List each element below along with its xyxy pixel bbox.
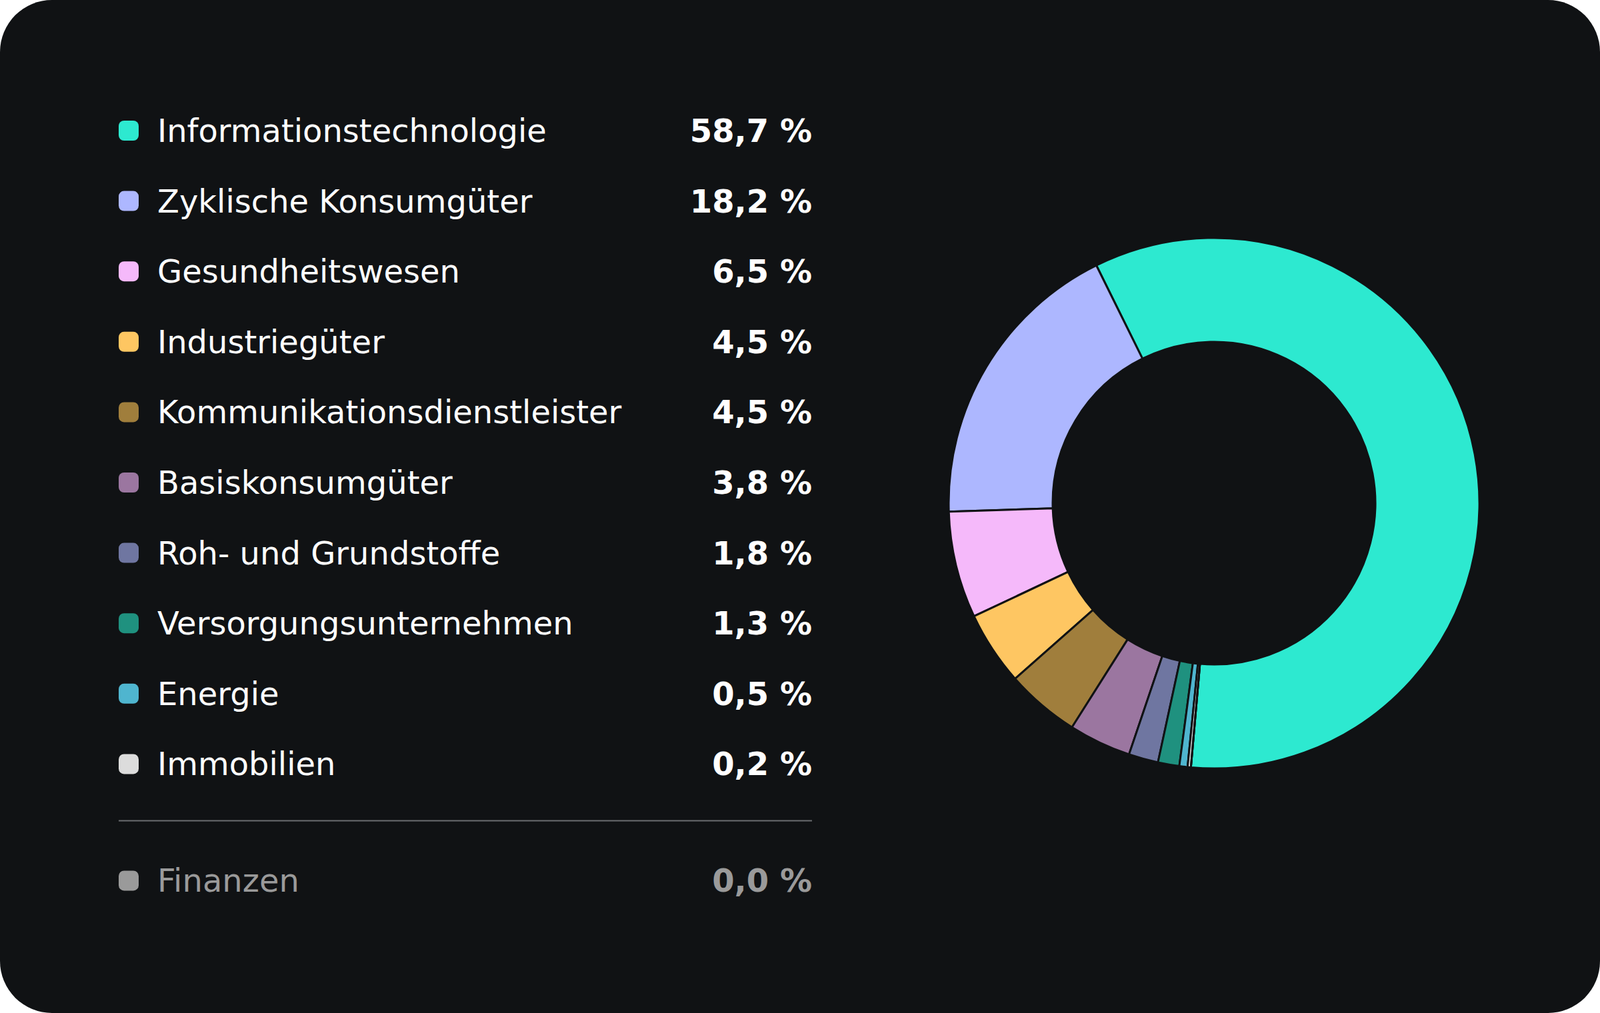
svg-text:Immobilien: Immobilien xyxy=(157,745,336,783)
svg-text:Informationstechnologie: Informationstechnologie xyxy=(157,112,547,150)
svg-text:Versorgungsunternehmen: Versorgungsunternehmen xyxy=(157,604,574,642)
svg-text:Gesundheitswesen: Gesundheitswesen xyxy=(157,252,460,290)
svg-text:4,5 %: 4,5 % xyxy=(712,323,812,361)
svg-text:Energie: Energie xyxy=(157,675,280,713)
svg-text:3,8 %: 3,8 % xyxy=(712,464,812,502)
svg-text:Basiskonsumgüter: Basiskonsumgüter xyxy=(157,464,453,502)
svg-text:1,3 %: 1,3 % xyxy=(712,604,812,642)
svg-text:6,5 %: 6,5 % xyxy=(712,252,812,290)
svg-text:Kommunikationsdienstleister: Kommunikationsdienstleister xyxy=(157,393,622,431)
svg-text:58,7 %: 58,7 % xyxy=(690,112,812,150)
svg-text:0,5 %: 0,5 % xyxy=(712,675,812,713)
svg-text:0,0 %: 0,0 % xyxy=(712,862,812,900)
svg-text:Zyklische Konsumgüter: Zyklische Konsumgüter xyxy=(157,182,533,220)
svg-text:0,2 %: 0,2 % xyxy=(712,745,812,783)
svg-text:4,5 %: 4,5 % xyxy=(712,393,812,431)
svg-text:Finanzen: Finanzen xyxy=(157,862,300,900)
svg-text:18,2 %: 18,2 % xyxy=(690,182,812,220)
svg-text:Industriegüter: Industriegüter xyxy=(157,323,385,361)
svg-text:Roh- und Grundstoffe: Roh- und Grundstoffe xyxy=(157,534,500,572)
svg-text:1,8 %: 1,8 % xyxy=(712,534,812,572)
